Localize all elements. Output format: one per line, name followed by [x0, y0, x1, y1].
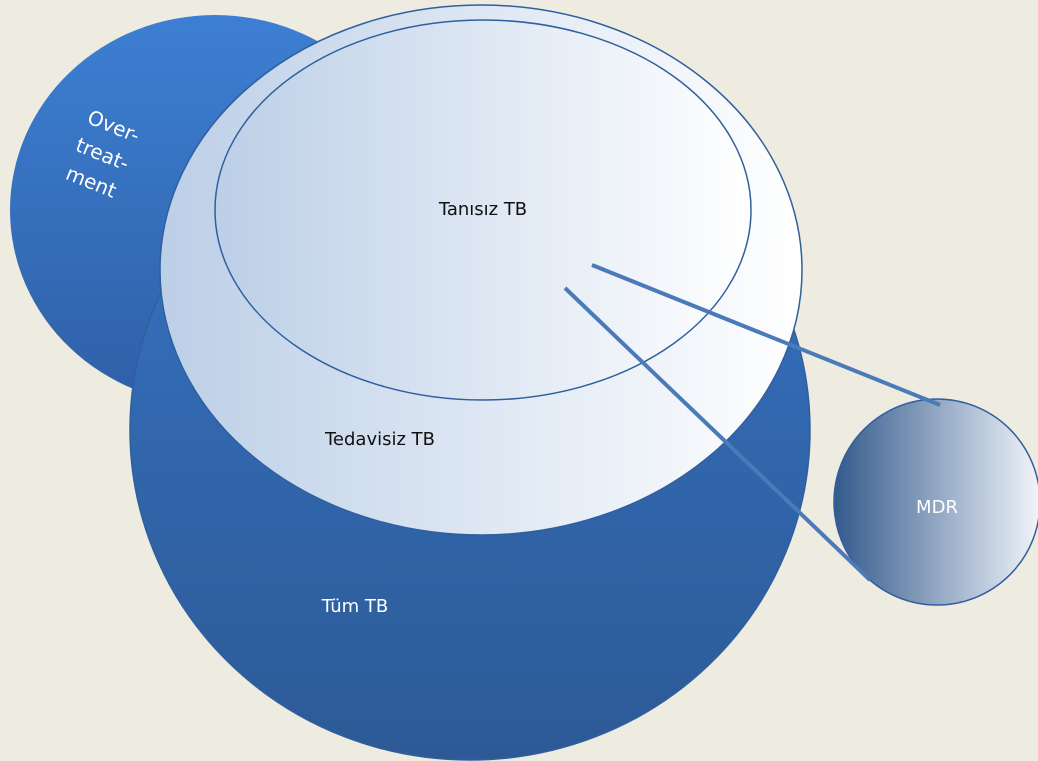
connector	[591, 263, 941, 407]
tanisiz-ellipse	[214, 19, 752, 401]
mdr-label: MDR	[916, 497, 958, 518]
tum-label: Tüm TB	[321, 596, 389, 617]
tedavisiz-label: Tedavisiz TB	[324, 429, 435, 450]
tanisiz-label: Tanısız TB	[438, 199, 527, 220]
connector	[563, 286, 872, 582]
mdr-circle	[833, 398, 1038, 606]
